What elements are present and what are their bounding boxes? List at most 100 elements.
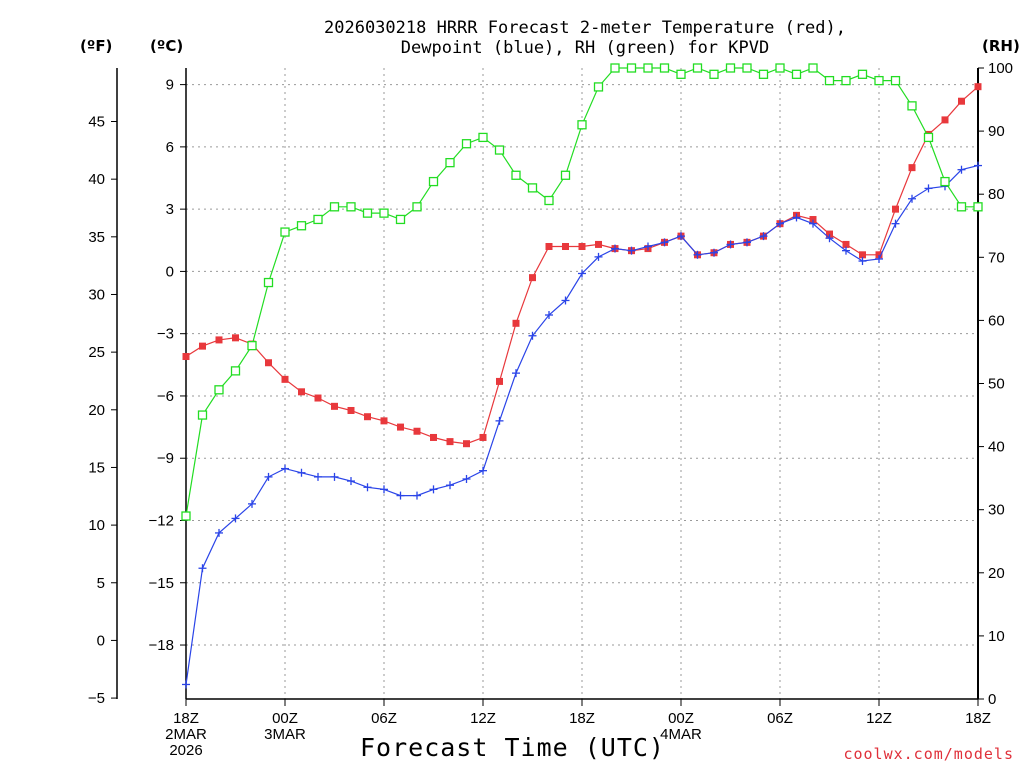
rh-tick-label: 90 (988, 123, 1005, 140)
rh-point (956, 202, 967, 212)
fahrenheit-tick-label: 35 (88, 229, 105, 246)
rh-point (494, 145, 505, 155)
fahrenheit-tick-label: 40 (88, 171, 105, 188)
rh-tick-label: 30 (988, 502, 1005, 519)
rh-point (742, 63, 752, 73)
temperature-point (413, 427, 421, 435)
site-credit: coolwx.com/models (843, 745, 1014, 763)
rh-point (230, 366, 241, 376)
rh-tick-label: 0 (988, 691, 996, 708)
celsius-tick-label: 9 (166, 77, 174, 94)
rh-tick-label: 40 (988, 439, 1005, 456)
rh-point (841, 75, 851, 86)
temperature-point (529, 274, 536, 282)
temperature-point (199, 342, 206, 350)
rh-point (659, 63, 670, 73)
temperature-point (496, 377, 503, 385)
rh-tick-label: 50 (988, 376, 1005, 393)
rh-point (263, 277, 274, 288)
temperature-point (347, 406, 355, 414)
temperature-point (578, 243, 586, 251)
temperature-point (331, 402, 338, 410)
temperature-point (182, 353, 190, 361)
rh-point (643, 63, 653, 73)
rh-point (313, 214, 323, 225)
rh-point (709, 69, 719, 79)
temperature-point (479, 433, 487, 441)
rh-point (676, 69, 686, 79)
fahrenheit-tick-label: 20 (88, 402, 105, 419)
x-tick-label: 4MAR (660, 726, 702, 743)
x-tick-label: 18Z (965, 710, 991, 727)
rh-tick-label: 100 (988, 60, 1013, 77)
rh-point (346, 202, 356, 212)
rh-point (593, 82, 604, 92)
rh-point (577, 120, 587, 130)
temperature-point (908, 164, 916, 172)
rh-point (973, 202, 983, 212)
x-tick-label: 3MAR (264, 726, 306, 743)
celsius-tick-label: −9 (157, 450, 174, 467)
temperature-point (595, 240, 602, 248)
temperature-point (892, 205, 899, 213)
temperature-point (974, 83, 982, 91)
chart-title-line-2: Dewpoint (blue), RH (green) for KPVD (400, 38, 770, 58)
celsius-tick-label: −12 (149, 512, 174, 529)
temperature-point (298, 388, 305, 396)
rh-point (214, 385, 224, 395)
temperature-point (430, 433, 437, 441)
temperature-point (875, 251, 883, 259)
temperature-point (397, 423, 404, 431)
temperature-point (215, 336, 223, 344)
rh-point (725, 63, 736, 73)
temperature-point (232, 334, 239, 342)
rh-point (791, 69, 802, 79)
rh-point (329, 202, 340, 212)
fahrenheit-tick-label: 0 (97, 632, 105, 649)
rh-tick-label: 80 (988, 186, 1005, 203)
x-axis-title: Forecast Time (UTC) (360, 733, 665, 762)
rh-point (610, 63, 620, 73)
temperature-point (446, 438, 454, 446)
fahrenheit-tick-label: 15 (88, 459, 105, 476)
rh-tick-label: 20 (988, 565, 1005, 582)
celsius-tick-label: −15 (149, 575, 174, 592)
rh-point (478, 132, 488, 143)
temperature-point (826, 230, 833, 238)
x-tick-label: 06Z (767, 710, 793, 727)
fahrenheit-tick-label: −5 (88, 690, 105, 707)
rh-point (428, 176, 439, 187)
x-tick-label: 18Z (173, 710, 199, 727)
rh-point (181, 511, 191, 521)
rh-tick-label: 60 (988, 312, 1005, 329)
temperature-point (281, 375, 289, 383)
x-tick-label: 18Z (569, 710, 595, 727)
fahrenheit-tick-label: 25 (88, 344, 105, 361)
celsius-tick-label: −3 (157, 326, 174, 343)
temperature-point (941, 116, 949, 124)
fahrenheit-tick-label: 30 (88, 286, 105, 303)
fahrenheit-tick-label: 45 (88, 114, 105, 131)
rh-point (527, 183, 538, 193)
fahrenheit-tick-label: 10 (88, 517, 105, 534)
rh-point (824, 75, 835, 86)
rh-point (758, 69, 769, 79)
celsius-tick-label: 6 (166, 139, 174, 156)
temperature-point (463, 440, 470, 448)
rh-point (560, 170, 571, 180)
temperature-point (314, 394, 322, 402)
rh-tick-label: 10 (988, 628, 1005, 645)
rh-point (890, 75, 901, 86)
rh-axis-label: (RH) (982, 37, 1020, 55)
rh-point (395, 214, 406, 225)
rh-point (857, 69, 868, 79)
temperature-point (859, 251, 866, 259)
celsius-axis-label: (ºC) (150, 37, 184, 55)
x-tick-label: 2MAR (165, 726, 207, 743)
rh-point (692, 63, 703, 73)
rh-point (775, 63, 785, 73)
rh-point (362, 208, 373, 218)
temperature-point (842, 240, 850, 248)
rh-point (544, 195, 554, 206)
